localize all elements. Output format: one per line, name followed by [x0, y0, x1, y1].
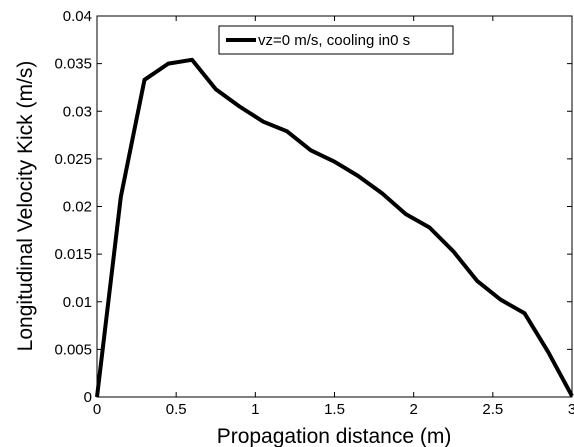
legend: vz=0 m/s, cooling in0 s — [218, 25, 454, 55]
y-tick-label: 0.005 — [54, 341, 92, 358]
y-tick-label: 0.02 — [63, 199, 92, 216]
plot-area — [96, 15, 573, 398]
y-tick-label: 0.035 — [54, 56, 92, 73]
y-tick-label: 0 — [84, 389, 92, 406]
x-axis-label: Propagation distance (m) — [217, 425, 452, 447]
x-tick-label: 0.5 — [166, 401, 187, 418]
legend-label: vz=0 m/s, cooling in0 s — [258, 32, 410, 49]
x-tick-label: 2 — [409, 401, 417, 418]
y-tick-label: 0.03 — [63, 103, 92, 120]
y-tick-label: 0.01 — [63, 294, 92, 311]
x-tick-label: 3 — [568, 401, 574, 418]
y-tick-label: 0.04 — [63, 8, 92, 25]
y-axis: 0 0.005 0.01 0.015 0.02 0.025 0.03 0.035 0.04 — [54, 8, 572, 406]
x-axis: 0 0.5 1 1.5 2 2.5 3 — [93, 16, 574, 418]
y-tick-label: 0.015 — [54, 246, 92, 263]
y-tick-label: 0.025 — [54, 151, 92, 168]
x-tick-label: 1.5 — [324, 401, 345, 418]
x-tick-label: 1 — [251, 401, 259, 418]
legend-box — [218, 25, 454, 55]
series-layer — [95, 57, 574, 398]
x-tick-label: 2.5 — [482, 401, 503, 418]
x-tick-label: 0 — [93, 401, 101, 418]
series-line — [95, 57, 574, 398]
y-axis-label: Longitudinal Velocity Kick (m/s) — [14, 61, 37, 352]
